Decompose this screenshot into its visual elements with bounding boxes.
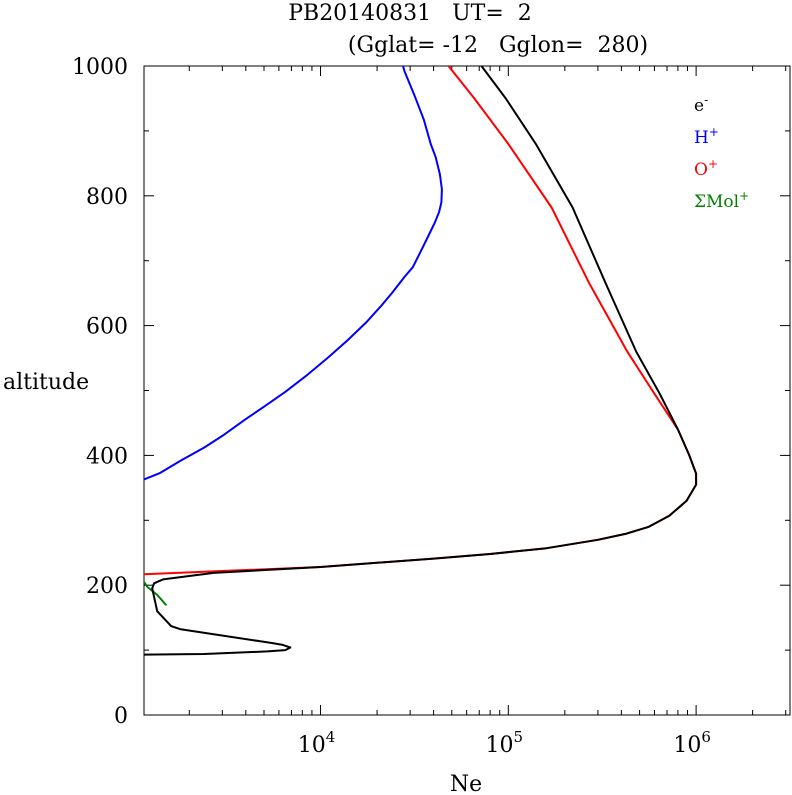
legend: e- H+ O+ ΣMol+ xyxy=(694,93,749,212)
chart-subtitle: (Gglat= -12 Gglon= 280) xyxy=(348,33,648,58)
chart-title: PB20140831 UT= 2 xyxy=(288,1,532,26)
x-tick-label: 104 xyxy=(298,728,336,758)
legend-entry: e- xyxy=(694,93,708,116)
y-tick-label: 200 xyxy=(86,574,128,599)
series-line-e xyxy=(144,66,698,656)
legend-entry: ΣMol+ xyxy=(694,189,749,212)
y-tick-label: 400 xyxy=(86,444,128,469)
series-line-h xyxy=(144,66,443,481)
y-axis-label: altitude xyxy=(3,370,89,395)
x-tick-label: 105 xyxy=(486,728,524,758)
x-tick-label: 106 xyxy=(673,728,711,758)
y-tick-label: 800 xyxy=(86,185,128,210)
series-layer xyxy=(144,66,698,656)
series-line-o xyxy=(144,66,698,576)
legend-entry: H+ xyxy=(694,125,719,148)
y-tick-label: 0 xyxy=(114,704,128,729)
x-axis-label: Ne xyxy=(450,772,482,795)
tick-layer: 0 200 400 600 800 1000 104 105 106 xyxy=(72,55,790,758)
y-tick-label: 600 xyxy=(86,315,128,340)
legend-entry: O+ xyxy=(694,157,718,180)
y-tick-label: 1000 xyxy=(72,55,128,80)
